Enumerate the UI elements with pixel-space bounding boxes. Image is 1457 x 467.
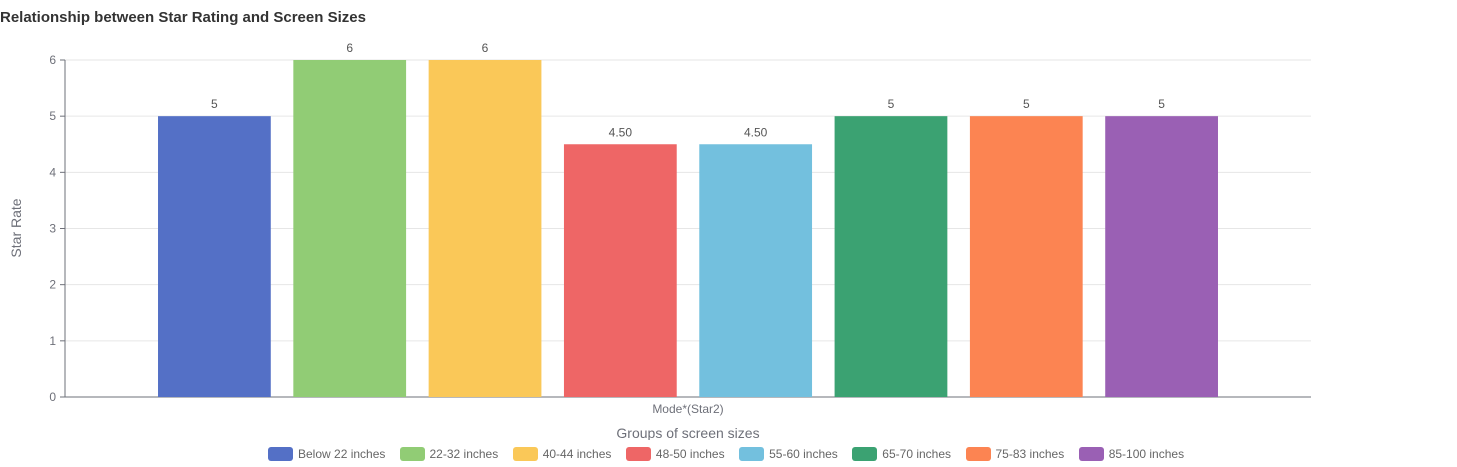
- y-tick-label: 2: [49, 278, 56, 292]
- bar-value-label: 4.50: [609, 125, 633, 139]
- bars: [158, 60, 1218, 398]
- legend-label: 40-44 inches: [542, 447, 612, 461]
- bar[interactable]: [428, 60, 542, 397]
- legend-label: 85-100 inches: [1108, 447, 1185, 461]
- y-axis-title: Star Rate: [8, 198, 24, 257]
- bar-value-label: 5: [211, 97, 218, 111]
- legend-swatch: [739, 447, 765, 461]
- bar-value-label: 5: [1158, 97, 1165, 111]
- legend-label: 65-70 inches: [882, 447, 952, 461]
- legend-swatch: [268, 447, 293, 461]
- axes: 0 1 2 3 4 5 6 Mode*(Star2): [49, 53, 1311, 416]
- legend-item[interactable]: 55-60 inches: [739, 446, 838, 462]
- legend-swatch: [852, 447, 878, 461]
- legend-swatch: [399, 447, 425, 461]
- legend: Below 22 inches 22-32 inches 40-44 inches 4…: [0, 446, 1457, 462]
- y-tick-label: 0: [49, 390, 56, 404]
- legend-label: Below 22 inches: [298, 447, 386, 461]
- bar[interactable]: [969, 116, 1083, 398]
- legend-item[interactable]: Below 22 inches: [268, 446, 385, 462]
- legend-label: 22-32 inches: [429, 447, 499, 461]
- y-tick-label: 5: [49, 109, 56, 123]
- y-tick-label: 4: [49, 165, 56, 179]
- legend-item[interactable]: 22-32 inches: [399, 446, 499, 462]
- x-tick-label: Mode*(Star2): [652, 402, 723, 416]
- bar[interactable]: [563, 144, 677, 397]
- bar[interactable]: [834, 116, 948, 398]
- y-tick-label: 6: [49, 53, 56, 67]
- legend-swatch: [512, 447, 538, 461]
- bar-value-label: 5: [1023, 97, 1030, 111]
- grid-lines: [65, 59, 1311, 342]
- legend-item[interactable]: 75-83 inches: [965, 446, 1065, 462]
- legend-swatch: [1078, 447, 1104, 461]
- legend-item[interactable]: 40-44 inches: [512, 446, 612, 462]
- data-labels: 5 6 6 4.50 4.50 5 5 5: [211, 41, 1165, 139]
- legend-item[interactable]: 48-50 inches: [625, 446, 725, 462]
- bar-value-label: 5: [888, 97, 895, 111]
- legend-label: 75-83 inches: [995, 447, 1065, 461]
- legend-item[interactable]: 65-70 inches: [852, 446, 951, 462]
- chart-title: Relationship between Star Rating and Scr…: [0, 9, 366, 26]
- bar-chart: 0 1 2 3 4 5 6 Mode*(Star2) 5 6 6 4.50 4.50 5 5 5 Star …: [8, 41, 1311, 440]
- bar-value-label: 6: [482, 41, 489, 55]
- bar-value-label: 6: [346, 41, 353, 55]
- legend-item[interactable]: 85-100 inches: [1078, 446, 1185, 462]
- y-tick-label: 1: [49, 334, 56, 348]
- bar[interactable]: [293, 60, 407, 397]
- y-tick-label: 3: [49, 222, 56, 236]
- legend-swatch: [625, 447, 651, 461]
- bar[interactable]: [699, 144, 813, 397]
- legend-label: 55-60 inches: [769, 447, 838, 461]
- x-axis-title: Groups of screen sizes: [616, 425, 759, 440]
- legend-swatch: [965, 447, 991, 461]
- bar-value-label: 4.50: [744, 125, 768, 139]
- bar[interactable]: [158, 116, 271, 398]
- bar[interactable]: [1105, 116, 1218, 398]
- legend-label: 48-50 inches: [655, 447, 725, 461]
